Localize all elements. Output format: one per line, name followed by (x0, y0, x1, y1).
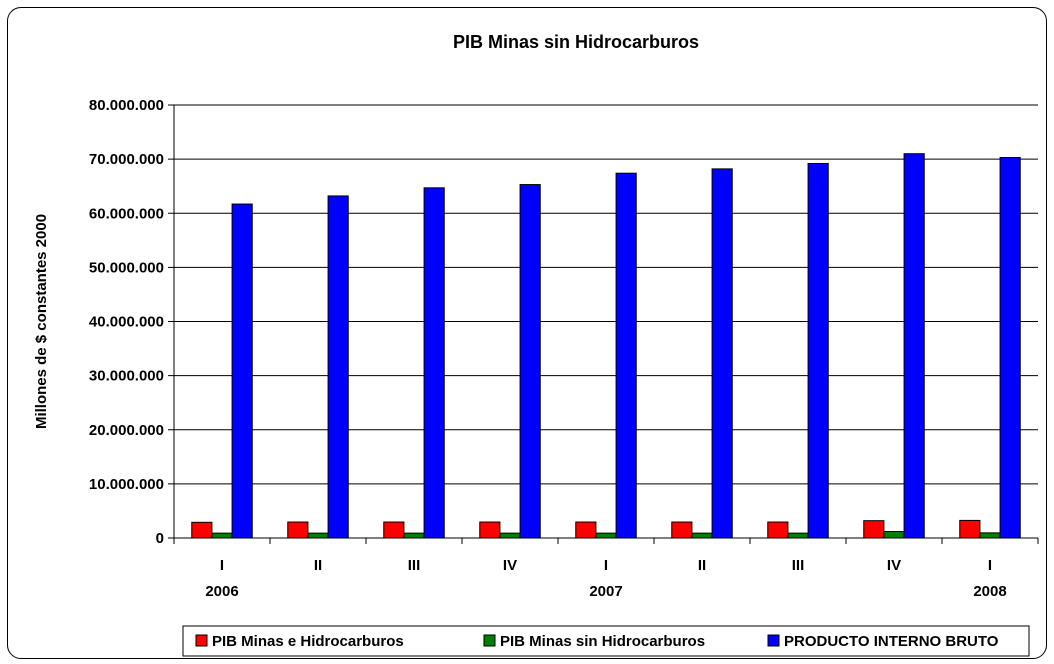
chart: PIB Minas sin Hidrocarburos 0 10.000.000 20… (33, 32, 1039, 657)
x-year-label: 2008 (973, 583, 1006, 600)
bar-1 (479, 521, 501, 539)
bar-3 (807, 162, 829, 539)
y-tick-label: 20.000.000 (89, 422, 164, 439)
y-tick-label: 50.000.000 (89, 259, 164, 276)
bar-1 (287, 521, 309, 539)
x-tick-label: I (604, 557, 608, 574)
y-tick-label: 70.000.000 (89, 151, 164, 168)
bar-2 (979, 532, 1001, 539)
bar-2 (691, 532, 713, 539)
bar-3 (903, 153, 925, 539)
x-tick-label: III (408, 557, 421, 574)
legend-box (182, 625, 1030, 657)
bar-2 (403, 532, 425, 539)
bar-1 (959, 519, 981, 539)
legend-label: PIB Minas e Hidrocarburos (212, 633, 404, 650)
bar-3 (615, 172, 637, 539)
bar-3 (423, 187, 445, 539)
y-axis-label: Millones de $ constantes 2000 (33, 214, 50, 429)
x-year-label: 2007 (589, 583, 622, 600)
bar-3 (231, 203, 253, 539)
x-tick-label: IV (887, 557, 901, 574)
bar-2 (211, 532, 233, 539)
x-tick-label: III (792, 557, 805, 574)
x-tick-label: II (698, 557, 706, 574)
bar-3 (519, 184, 541, 539)
bar-2 (307, 532, 329, 539)
bar-1 (191, 521, 213, 539)
bar-2 (499, 532, 521, 539)
bar-1 (767, 521, 789, 539)
legend-label: PIB Minas sin Hidrocarburos (500, 633, 705, 650)
y-tick-label: 30.000.000 (89, 368, 164, 385)
legend-label: PRODUCTO INTERNO BRUTO (784, 633, 999, 650)
y-tick-label: 80.000.000 (89, 97, 164, 114)
legend-swatch (195, 634, 208, 647)
bar-3 (327, 195, 349, 539)
bar-2 (787, 532, 809, 539)
legend-swatch (483, 634, 496, 647)
x-year-label: 2006 (205, 583, 238, 600)
bar-1 (863, 520, 885, 539)
chart-title: PIB Minas sin Hidrocarburos (453, 32, 699, 52)
bar-1 (671, 521, 693, 539)
y-tick-label: 0 (156, 530, 164, 547)
bar-1 (383, 521, 405, 539)
x-tick-label: II (314, 557, 322, 574)
bar-1 (575, 521, 597, 539)
x-tick-label: I (988, 557, 992, 574)
bar-3 (999, 157, 1021, 539)
y-tick-label: 60.000.000 (89, 205, 164, 222)
chart-frame: PIB Minas sin Hidrocarburos 0 10.000.000 20… (7, 7, 1047, 659)
bar-2 (883, 531, 905, 539)
y-tick-label: 40.000.000 (89, 314, 164, 331)
x-tick-label: IV (503, 557, 517, 574)
legend-swatch (767, 634, 780, 647)
x-tick-label: I (220, 557, 224, 574)
bar-3 (711, 168, 733, 539)
y-tick-label: 10.000.000 (89, 476, 164, 493)
bar-2 (595, 532, 617, 539)
